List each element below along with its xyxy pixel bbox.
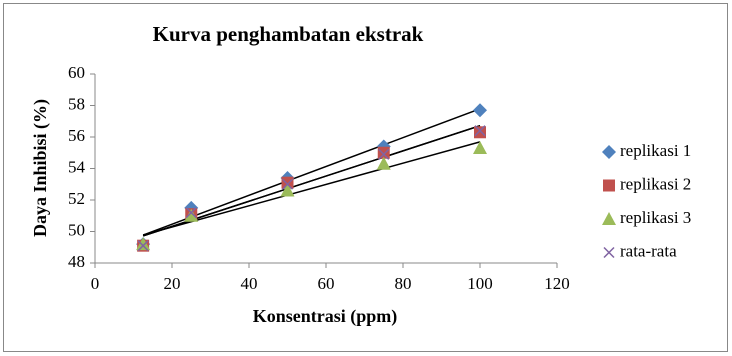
marker bbox=[185, 207, 197, 219]
legend-marker bbox=[603, 246, 615, 259]
trendline bbox=[142, 108, 481, 236]
y-tick-label: 48 bbox=[68, 252, 85, 271]
marker bbox=[473, 103, 487, 118]
marker bbox=[376, 156, 391, 170]
chart-title: Kurva penghambatan ekstrak bbox=[153, 22, 424, 46]
legend-marker bbox=[602, 212, 616, 225]
x-tick-label: 40 bbox=[241, 274, 258, 293]
marker bbox=[473, 141, 487, 155]
y-tick-label: 58 bbox=[68, 94, 85, 113]
marker bbox=[136, 237, 151, 251]
legend-marker bbox=[602, 145, 616, 159]
y-tick-label: 50 bbox=[68, 220, 85, 239]
marker bbox=[377, 146, 390, 159]
marker bbox=[137, 240, 149, 252]
marker bbox=[474, 126, 486, 139]
y-axis-label: Daya Inhibisi (%) bbox=[30, 99, 51, 237]
y-tick-label: 60 bbox=[68, 63, 85, 82]
marker bbox=[378, 148, 390, 160]
x-tick-label: 60 bbox=[318, 274, 335, 293]
y-tick-label: 54 bbox=[68, 157, 86, 176]
legend-label: replikasi 3 bbox=[620, 208, 691, 227]
marker bbox=[281, 178, 294, 190]
x-tick-label: 80 bbox=[395, 274, 412, 293]
legend-label: rata-rata bbox=[620, 241, 677, 260]
legend-marker bbox=[603, 179, 615, 192]
x-tick-label: 100 bbox=[467, 274, 493, 293]
legend-label: replikasi 1 bbox=[620, 141, 691, 160]
x-tick-label: 120 bbox=[544, 274, 570, 293]
marker bbox=[281, 176, 294, 189]
marker bbox=[474, 125, 486, 137]
x-axis-label: Konsentrasi (ppm) bbox=[253, 306, 398, 327]
trendline bbox=[142, 124, 481, 237]
marker bbox=[280, 183, 295, 197]
x-tick-label: 0 bbox=[91, 274, 100, 293]
y-tick-label: 56 bbox=[68, 126, 85, 145]
trendline bbox=[142, 141, 481, 236]
legend-label: replikasi 2 bbox=[620, 174, 691, 193]
chart-border bbox=[3, 3, 728, 352]
marker bbox=[184, 208, 199, 222]
y-tick-label: 52 bbox=[68, 189, 85, 208]
x-tick-label: 20 bbox=[164, 274, 181, 293]
